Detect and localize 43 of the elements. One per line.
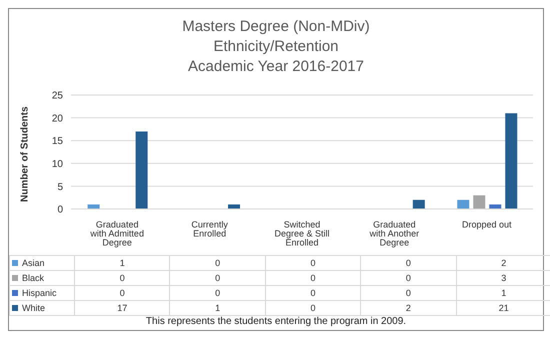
bar (505, 113, 518, 209)
data-label: 0 (360, 270, 456, 286)
y-axis-title: Number of Students (20, 106, 31, 202)
legend-label: Asian (10, 256, 74, 270)
bar (412, 200, 425, 209)
data-label: 21 (456, 300, 550, 316)
data-label: 0 (265, 270, 361, 286)
y-tick-label: 20 (52, 113, 64, 124)
x-tick-label: Switched Degree & Still Enrolled (274, 219, 330, 248)
data-label: 0 (170, 286, 266, 300)
y-tick-label: 10 (52, 158, 64, 170)
y-tick-label: 25 (52, 90, 64, 102)
data-label: 0 (170, 270, 266, 286)
y-tick-label: 0 (57, 204, 64, 216)
x-tick-label: Dropped out (462, 219, 512, 230)
y-tick-label: 15 (52, 136, 64, 148)
data-label: 0 (74, 270, 170, 286)
data-label: 3 (456, 270, 550, 286)
data-label: 0 (74, 286, 170, 300)
data-label: 0 (265, 300, 361, 316)
bar (473, 195, 486, 209)
legend-label: Black (10, 270, 74, 286)
x-tick-label: Graduated with Another Degree (368, 219, 420, 248)
bar (136, 131, 148, 209)
bar (457, 200, 470, 209)
data-label: 1 (170, 300, 266, 316)
data-label: 2 (360, 300, 456, 316)
data-label: 0 (170, 256, 266, 270)
legend-label: Hispanic (10, 286, 74, 300)
legend-label: White (10, 300, 74, 316)
data-label: 1 (74, 256, 170, 270)
data-label: 0 (360, 286, 456, 300)
data-label: 2 (456, 256, 550, 270)
data-label: 0 (360, 256, 456, 270)
data-label: 0 (265, 256, 361, 270)
y-tick-label: 5 (57, 182, 64, 193)
data-label: 1 (456, 286, 550, 300)
x-tick-label: Graduated with Admitted Degree (89, 219, 144, 248)
text: This represents the students entering the program in 2009. (144, 316, 408, 327)
chart-title: Masters Degree (Non-MDiv) Ethnicity/Retention Academic Year 2016-2017 (181, 17, 371, 77)
x-tick-label: Currently Enrolled (191, 219, 228, 238)
data-label: 0 (265, 286, 361, 300)
data-label: 17 (74, 300, 170, 316)
